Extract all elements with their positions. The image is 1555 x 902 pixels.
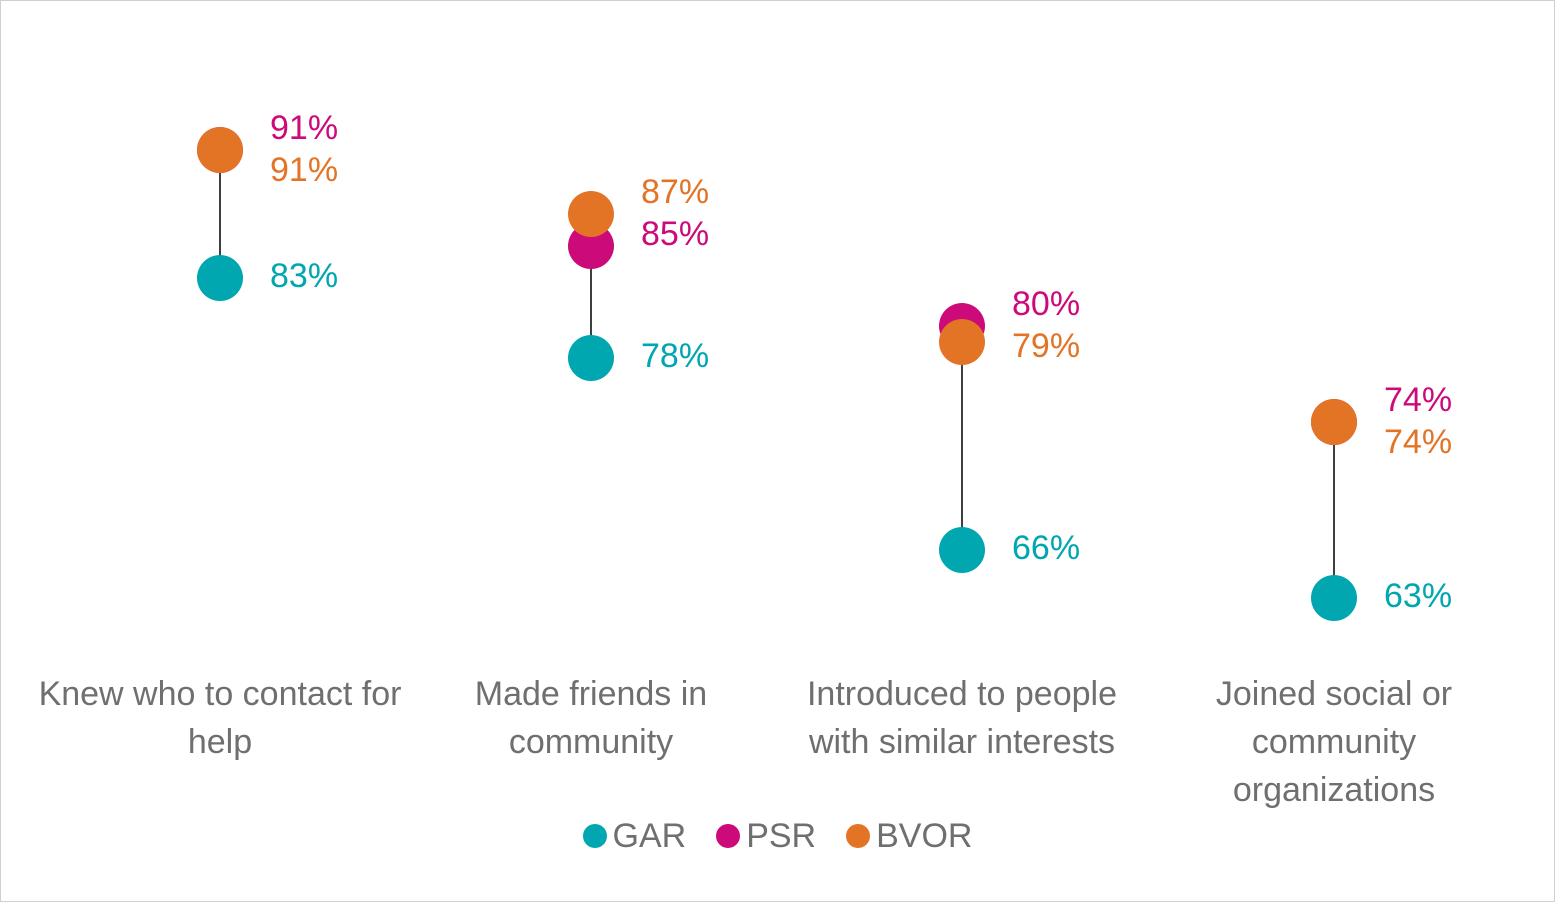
value-label-gar-3: 63% <box>1384 577 1452 615</box>
legend: GAR PSR BVOR <box>0 812 1555 860</box>
value-label-psr-0: 91% <box>270 109 338 147</box>
point-gar-3 <box>1311 575 1357 621</box>
legend-item-psr: PSR <box>716 817 816 856</box>
category-label-1: Made friends in community <box>474 675 708 761</box>
legend-label-bvor: BVOR <box>876 816 973 855</box>
legend-label-gar: GAR <box>612 816 687 855</box>
legend-label-psr: PSR <box>746 816 817 855</box>
value-label-gar-1: 78% <box>641 337 709 375</box>
point-bvor-3 <box>1311 399 1357 445</box>
point-gar-0 <box>197 255 243 301</box>
value-label-gar-0: 83% <box>270 257 338 295</box>
value-label-bvor-2: 79% <box>1012 327 1080 365</box>
legend-swatch-psr <box>716 824 741 848</box>
legend-swatch-gar <box>582 824 607 848</box>
point-gar-1 <box>568 335 614 381</box>
value-label-gar-2: 66% <box>1012 529 1080 567</box>
value-label-psr-1: 85% <box>641 215 709 253</box>
legend-item-bvor: BVOR <box>846 817 972 856</box>
point-bvor-0 <box>197 127 243 173</box>
category-label-2: Introduced to people with similar intere… <box>806 675 1118 761</box>
value-label-psr-3: 74% <box>1384 381 1452 419</box>
category-label-3: Joined social or community organizations <box>1215 675 1453 809</box>
value-label-bvor-1: 87% <box>641 173 709 211</box>
value-label-bvor-0: 91% <box>270 151 338 189</box>
category-label-0: Knew who to contact for help <box>38 675 402 761</box>
legend-item-gar: GAR <box>582 816 687 856</box>
value-label-psr-2: 80% <box>1012 285 1080 323</box>
legend-swatch-bvor <box>846 824 871 848</box>
value-label-bvor-3: 74% <box>1384 423 1452 461</box>
point-bvor-2 <box>939 319 985 365</box>
point-bvor-1 <box>568 191 614 237</box>
point-gar-2 <box>939 527 985 573</box>
point-psr-1 <box>568 223 614 269</box>
